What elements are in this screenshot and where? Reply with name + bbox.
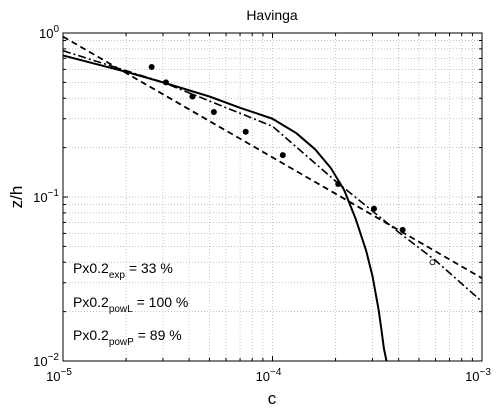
y-axis-label: z/h: [7, 186, 26, 209]
data-point-open: [429, 259, 436, 266]
data-point: [210, 108, 217, 115]
series-group: [63, 35, 482, 361]
data-point: [189, 93, 196, 100]
exp-fit-line: [63, 54, 388, 361]
x-tick-label: 10−4: [256, 367, 282, 384]
data-point: [148, 64, 155, 71]
y-tick-label: 100: [39, 24, 59, 41]
y-tick-label: 10−2: [33, 352, 59, 369]
x-tick-label: 10−5: [46, 367, 72, 384]
tick-marks: [63, 33, 482, 361]
annotations: Px0.2exp = 33 % Px0.2powL = 100 % Px0.2pow…: [73, 260, 188, 348]
y-tick-labels: 10−2 10−1 100: [33, 24, 59, 369]
x-tick-labels: 10−5 10−4 10−3: [46, 367, 491, 384]
x-axis-label: c: [268, 389, 277, 408]
annotation-text: Px0.2exp = 33 %: [73, 260, 173, 281]
powP-fit-line: [63, 49, 482, 303]
chart-title: Havinga: [246, 7, 298, 23]
annotation-text: Px0.2powP = 89 %: [73, 327, 182, 348]
grid: [63, 33, 482, 361]
annotation-text: Px0.2powL = 100 %: [73, 294, 188, 315]
data-point: [279, 152, 286, 159]
powL-fit-line: [63, 35, 482, 279]
data-point: [242, 128, 249, 135]
y-tick-label: 10−1: [33, 188, 59, 205]
x-tick-label: 10−3: [465, 367, 491, 384]
